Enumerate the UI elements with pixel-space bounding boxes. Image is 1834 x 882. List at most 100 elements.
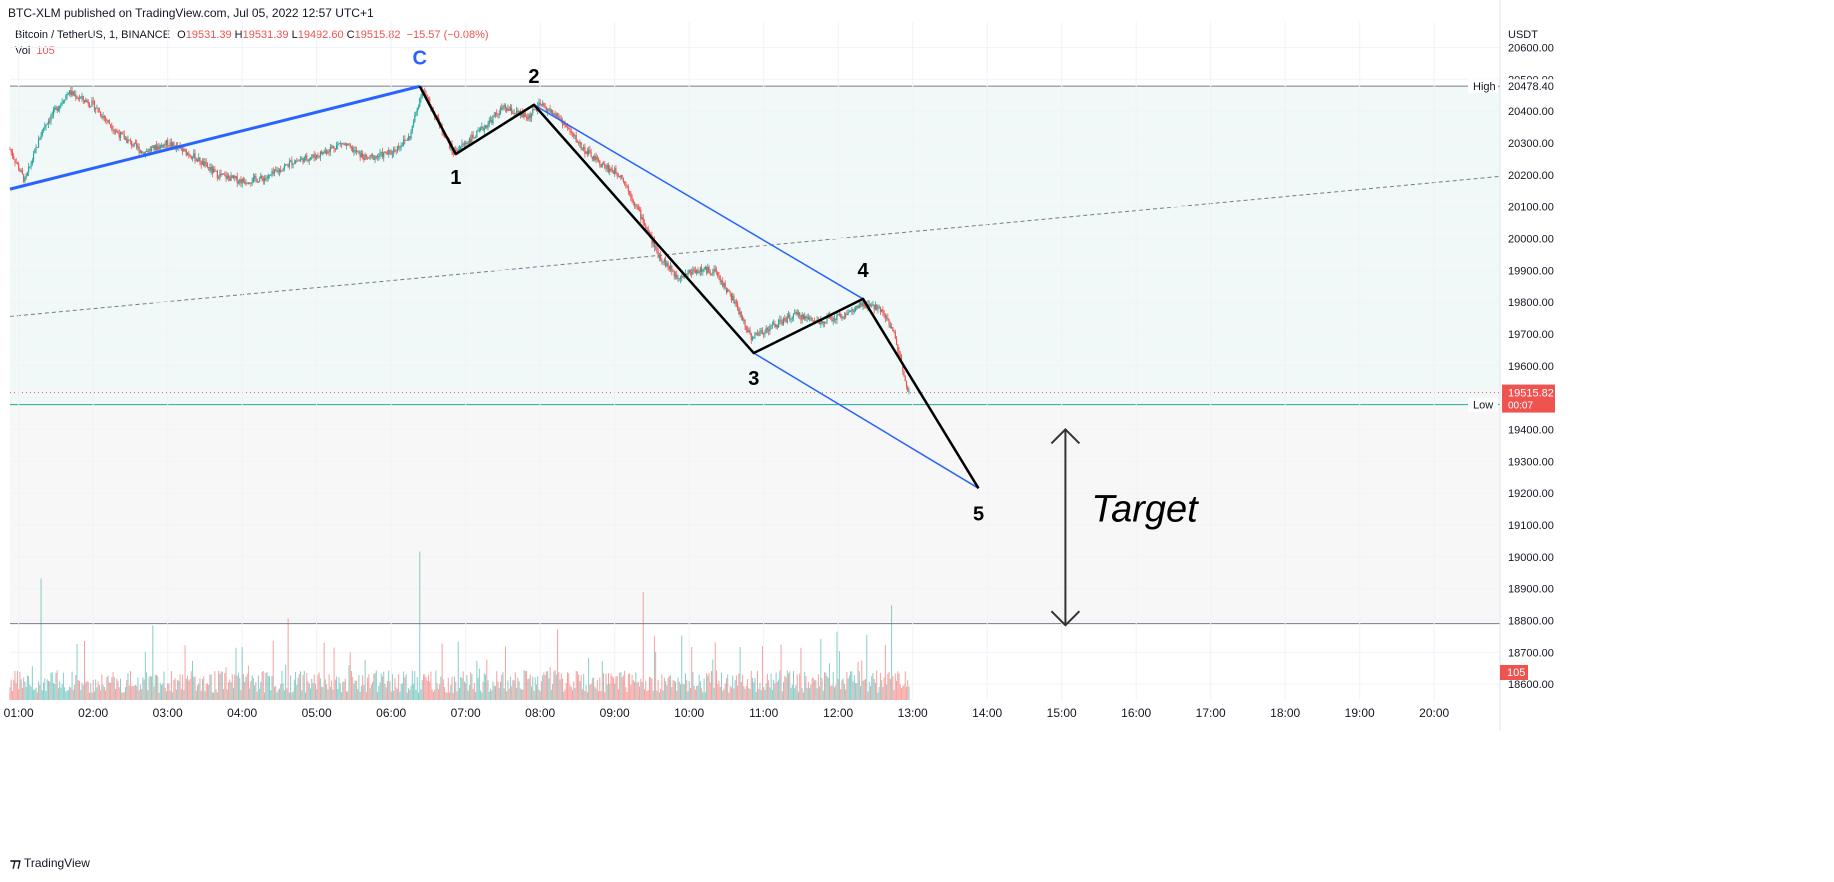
symbol-name[interactable]: Bitcoin / TetherUS, 1, BINANCE (15, 29, 171, 41)
candle-body (199, 157, 201, 164)
candle-body (154, 144, 156, 150)
candle-body (771, 323, 773, 326)
candle-body (152, 145, 154, 148)
volume-badge: 105 (1507, 667, 1525, 679)
candle-body (298, 160, 300, 162)
candle-body (66, 94, 68, 96)
volume-bar (71, 671, 73, 700)
volume-bar (209, 674, 211, 700)
volume-bar (812, 677, 814, 700)
volume-bar (98, 684, 100, 700)
volume-bar (905, 686, 907, 700)
candle-body (755, 332, 757, 334)
volume-bar (718, 680, 720, 700)
candle-body (35, 147, 37, 150)
candle-body (730, 293, 733, 301)
volume-bar (815, 679, 817, 700)
candle-body (561, 120, 564, 126)
volume-bar (393, 690, 395, 700)
candle-body (488, 120, 490, 125)
volume-bar (434, 689, 436, 700)
candle-body (323, 151, 325, 153)
volume-bar (611, 676, 613, 700)
candle-body (898, 350, 900, 355)
candle-body (563, 123, 565, 126)
volume-bar (146, 672, 148, 700)
candle-body (881, 309, 883, 312)
volume-bar (696, 685, 698, 700)
volume-bar (753, 682, 755, 700)
volume-bar (395, 687, 397, 700)
volume-bar (329, 686, 331, 700)
volume-bar (151, 676, 153, 700)
volume-bar (415, 689, 417, 700)
candle-body (386, 154, 389, 156)
volume-bar (494, 686, 496, 700)
candle-body (665, 259, 667, 267)
volume-bar (255, 682, 257, 700)
candle-body (170, 142, 173, 147)
volume-bar (11, 691, 13, 700)
volume-bar (424, 674, 426, 700)
candle-body (159, 144, 161, 149)
volume-bar (636, 682, 638, 700)
volume-bar (761, 646, 763, 700)
volume-bar (773, 679, 775, 700)
candle-body (144, 151, 146, 156)
volume-bar (493, 685, 495, 700)
volume-bar (580, 675, 582, 700)
candle-body (398, 146, 400, 148)
candle-body (890, 327, 893, 328)
volume-bar (192, 660, 194, 700)
volume-bar (239, 677, 241, 700)
volume-bar (775, 672, 777, 700)
volume-bar (281, 670, 283, 700)
candle-body (780, 319, 782, 323)
volume-bar (123, 692, 125, 700)
y-tick-label: 18600.00 (1508, 679, 1554, 691)
footer-brand[interactable]: ⁊⁊ TradingView (10, 856, 90, 870)
candle-body (631, 197, 633, 201)
volume-bar (806, 687, 808, 700)
candle-body (39, 139, 41, 140)
candle-body (838, 314, 841, 315)
candle-body (506, 108, 508, 111)
candle-body (231, 175, 233, 178)
candle-body (317, 154, 319, 157)
candle-body (539, 102, 541, 105)
y-tick-label: 20400.00 (1508, 106, 1554, 118)
volume-bar (21, 687, 23, 700)
volume-bar (714, 642, 716, 700)
volume-bar (400, 684, 402, 700)
symbol-legend[interactable]: Bitcoin / TetherUS, 1, BINANCE O19531.39… (15, 29, 489, 41)
candle-body (720, 280, 723, 282)
volume-bar (507, 680, 509, 700)
volume-bar (620, 672, 622, 700)
candle-body (674, 274, 677, 277)
volume-bar (360, 685, 362, 700)
candle-body (364, 154, 366, 160)
volume-bar (285, 664, 287, 700)
volume-bar (137, 677, 139, 700)
volume-bar (300, 671, 302, 700)
candle-body (211, 166, 213, 173)
volume-bar (652, 690, 654, 700)
candle-body (250, 182, 252, 184)
volume-bar (309, 688, 311, 700)
x-tick-label: 16:00 (1121, 706, 1151, 720)
volume-bar (154, 674, 156, 700)
candle-body (91, 100, 93, 107)
volume-bar (444, 687, 446, 700)
candle-body (625, 183, 627, 186)
candle-body (242, 179, 245, 182)
volume-bar (465, 683, 467, 700)
volume-bar (292, 691, 294, 700)
candle-body (879, 306, 882, 312)
volume-bar (87, 681, 89, 700)
candle-body (832, 319, 834, 321)
candle-body (172, 142, 174, 147)
candle-body (112, 129, 114, 131)
volume-bar (687, 691, 689, 700)
volume-bar (101, 674, 103, 700)
